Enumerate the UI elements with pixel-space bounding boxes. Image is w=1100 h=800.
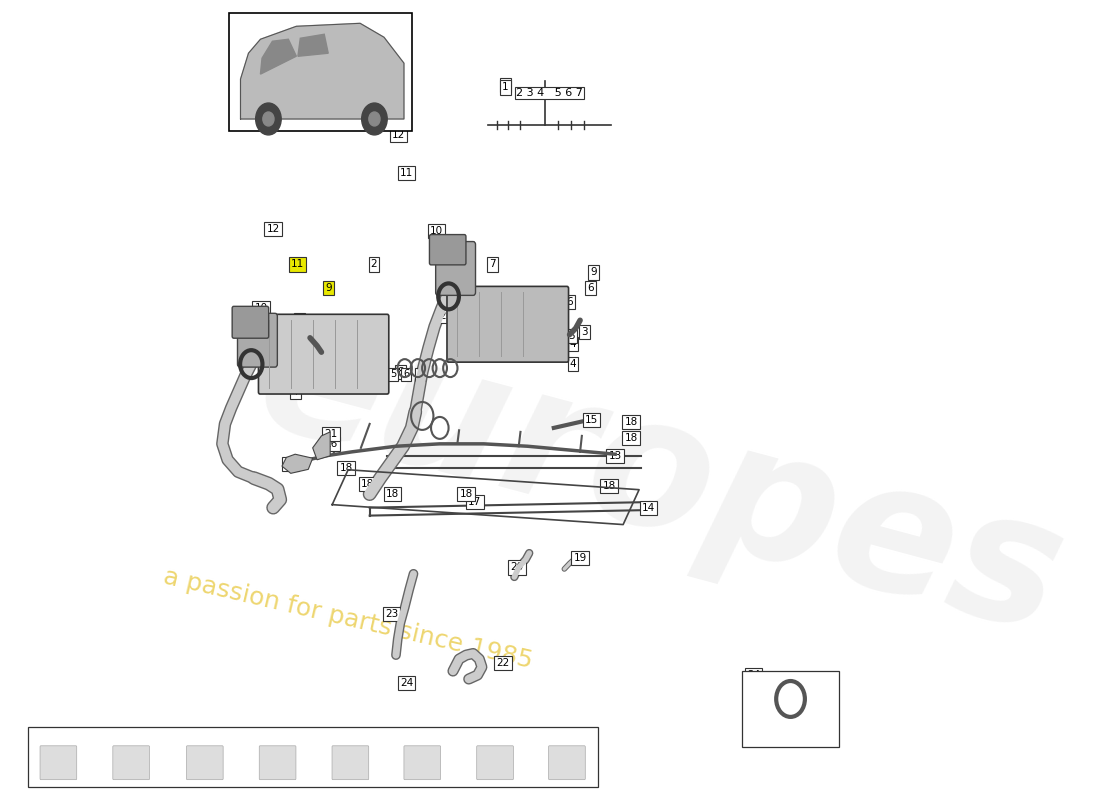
Bar [28,727,597,786]
Polygon shape [261,39,296,74]
Text: 6: 6 [492,730,498,740]
Circle shape [368,112,379,126]
FancyBboxPatch shape [447,286,569,362]
Text: 18: 18 [340,462,353,473]
Text: 6: 6 [587,283,594,294]
Text: 6: 6 [404,370,409,379]
Text: 23: 23 [385,609,398,618]
FancyBboxPatch shape [258,314,388,394]
Text: 2: 2 [371,259,377,270]
Text: 24: 24 [747,670,760,680]
Text: 12: 12 [266,223,279,234]
Text: 17: 17 [469,497,482,507]
Text: 6: 6 [566,297,573,307]
Text: 20: 20 [198,730,211,740]
Text: 9: 9 [590,267,596,278]
Text: 4: 4 [374,370,379,379]
FancyBboxPatch shape [238,314,277,367]
Text: 9: 9 [419,730,426,740]
FancyBboxPatch shape [187,746,223,780]
Text: 2 3 4   5 6 7: 2 3 4 5 6 7 [516,88,583,98]
Text: 9: 9 [326,283,332,294]
Text: 21: 21 [124,730,138,740]
Text: 18: 18 [271,730,284,740]
Text: 18: 18 [386,489,399,499]
Text: 10: 10 [254,303,267,314]
Text: 19: 19 [573,553,586,563]
Text: 10: 10 [430,226,443,236]
Text: 16: 16 [324,439,338,449]
Text: 21: 21 [284,458,297,469]
Text: 3: 3 [360,370,365,379]
Text: 18: 18 [603,481,616,491]
Text: 5: 5 [390,370,396,379]
Text: 3: 3 [329,347,336,357]
Text: 4: 4 [292,387,298,397]
FancyBboxPatch shape [549,746,585,780]
Text: europes: europes [241,288,1081,671]
Text: 18: 18 [361,478,374,489]
Bar [229,14,411,131]
Text: 18: 18 [625,418,638,427]
Text: 6: 6 [309,343,316,353]
Text: 4: 4 [292,367,298,377]
Text: 8: 8 [379,362,386,371]
Text: 11: 11 [292,259,305,270]
Text: 5: 5 [312,355,319,365]
Text: 22: 22 [496,658,509,668]
Text: 3: 3 [581,327,587,338]
Text: 4: 4 [570,359,576,369]
Text: 2: 2 [439,311,446,322]
Text: 5: 5 [568,331,574,342]
Text: 4: 4 [563,730,570,740]
Text: 12: 12 [392,130,405,140]
FancyBboxPatch shape [113,746,150,780]
Text: 4: 4 [570,339,576,349]
Text: 18: 18 [460,489,473,499]
Text: 23: 23 [52,730,65,740]
Text: 11: 11 [343,730,358,740]
Text: 21: 21 [324,430,338,439]
Text: 1: 1 [503,80,509,90]
FancyBboxPatch shape [429,234,466,265]
Polygon shape [298,34,328,56]
Text: 20: 20 [510,562,524,573]
FancyBboxPatch shape [40,746,77,780]
Polygon shape [282,454,312,474]
Text: 13: 13 [608,451,622,461]
Text: 2: 2 [344,370,351,379]
FancyBboxPatch shape [476,746,514,780]
Text: 7: 7 [296,315,303,326]
Text: a passion for parts since 1985: a passion for parts since 1985 [161,565,535,674]
Text: 7: 7 [490,259,496,270]
FancyBboxPatch shape [260,746,296,780]
Text: 24: 24 [400,678,414,688]
Text: 7: 7 [417,370,422,379]
Text: 1: 1 [503,82,509,93]
Circle shape [263,112,274,126]
Text: 8: 8 [397,367,404,377]
Polygon shape [312,432,330,460]
Polygon shape [241,23,404,119]
Text: 15: 15 [585,415,598,425]
FancyBboxPatch shape [232,306,268,338]
Circle shape [255,103,282,135]
FancyBboxPatch shape [332,746,368,780]
Text: 14: 14 [642,502,656,513]
Circle shape [362,103,387,135]
Text: 18: 18 [625,434,638,443]
FancyBboxPatch shape [436,242,475,295]
Bar [742,671,839,746]
Text: 11: 11 [400,168,414,178]
FancyBboxPatch shape [404,746,441,780]
